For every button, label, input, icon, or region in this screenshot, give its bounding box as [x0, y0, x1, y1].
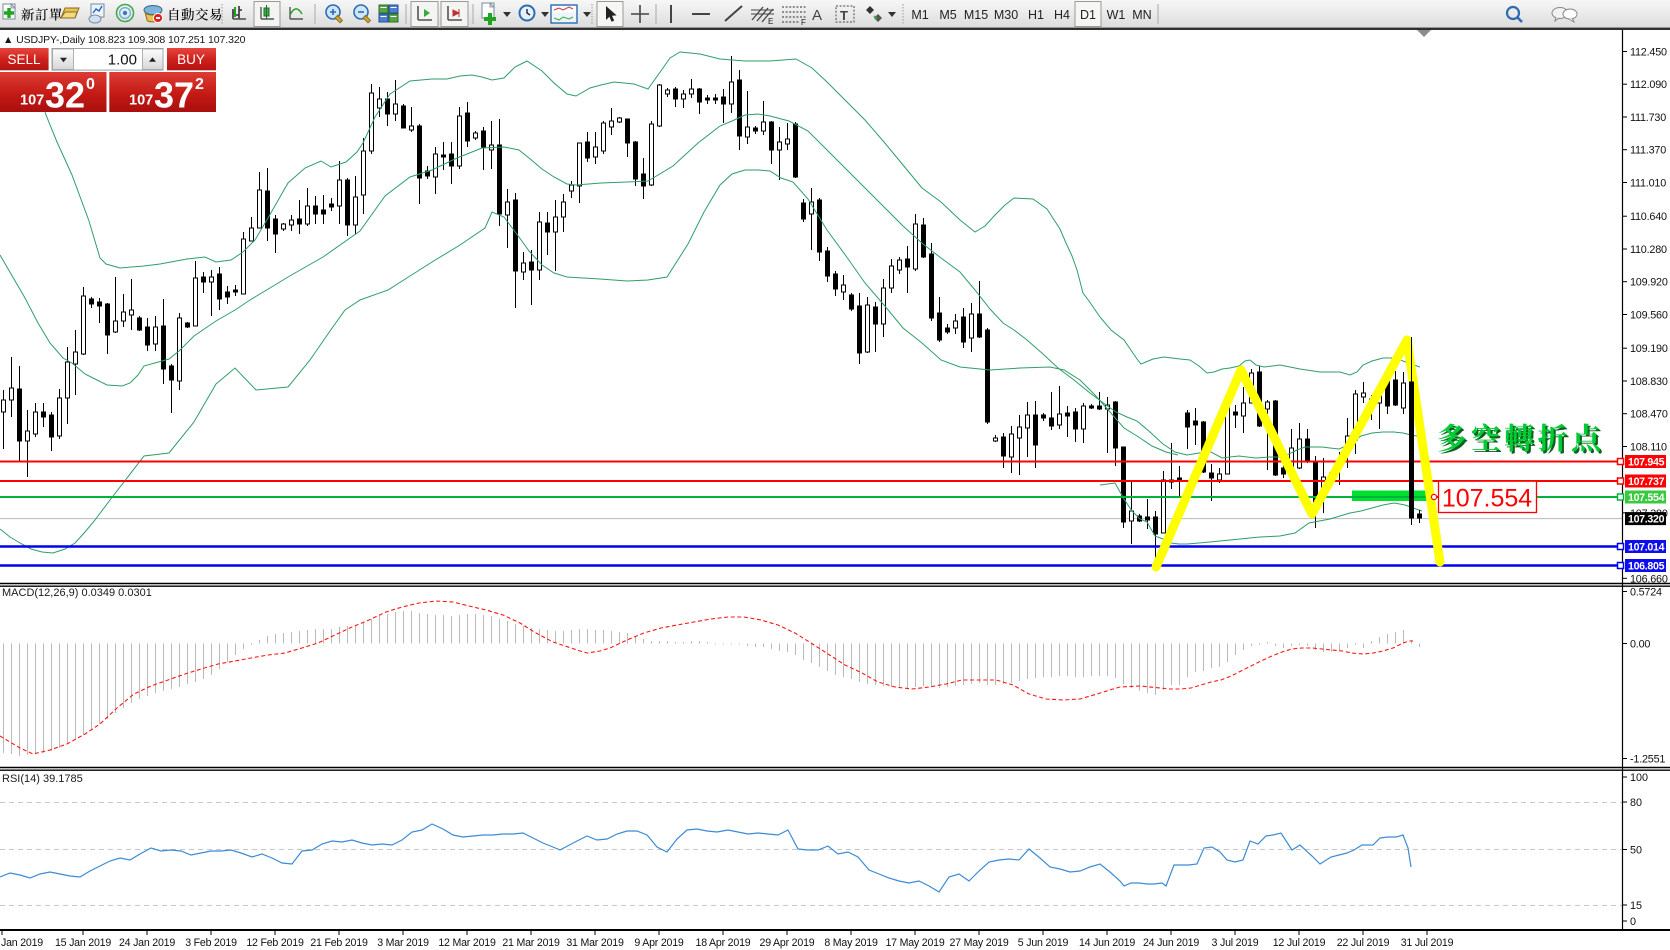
- svg-text:W1: W1: [1107, 8, 1126, 22]
- svg-text:29 Apr 2019: 29 Apr 2019: [760, 937, 815, 949]
- svg-text:F: F: [801, 18, 806, 27]
- svg-text:107.320: 107.320: [1628, 514, 1665, 526]
- svg-text:107.554: 107.554: [1442, 485, 1532, 513]
- svg-text:21 Mar 2019: 21 Mar 2019: [502, 937, 560, 949]
- svg-text:107: 107: [20, 93, 44, 109]
- svg-text:Jan 2019: Jan 2019: [1, 937, 43, 949]
- svg-text:8 May 2019: 8 May 2019: [824, 937, 878, 949]
- svg-text:24 Jan 2019: 24 Jan 2019: [119, 937, 175, 949]
- svg-text:21 Feb 2019: 21 Feb 2019: [310, 937, 368, 949]
- svg-text:12 Feb 2019: 12 Feb 2019: [246, 937, 304, 949]
- svg-text:111.730: 111.730: [1630, 112, 1666, 124]
- svg-text:110.280: 110.280: [1630, 244, 1667, 256]
- svg-text:BUY: BUY: [177, 52, 205, 67]
- svg-text:31 Jul 2019: 31 Jul 2019: [1401, 937, 1454, 949]
- svg-text:3 Jul 2019: 3 Jul 2019: [1212, 937, 1259, 949]
- svg-text:12 Jul 2019: 12 Jul 2019: [1273, 937, 1326, 949]
- svg-text:18 Apr 2019: 18 Apr 2019: [696, 937, 751, 949]
- svg-text:T: T: [840, 8, 848, 23]
- svg-text:0: 0: [1630, 916, 1636, 928]
- svg-text:106.660: 106.660: [1630, 573, 1668, 585]
- svg-text:H4: H4: [1054, 8, 1070, 22]
- svg-text:3 Mar 2019: 3 Mar 2019: [377, 937, 429, 949]
- svg-text:109.190: 109.190: [1630, 343, 1668, 355]
- svg-text:MN: MN: [1132, 8, 1151, 22]
- svg-text:2: 2: [195, 76, 204, 93]
- svg-text:14 Jun 2019: 14 Jun 2019: [1079, 937, 1135, 949]
- svg-text:RSI(14) 39.1785: RSI(14) 39.1785: [2, 773, 83, 785]
- svg-text:A: A: [812, 7, 822, 24]
- svg-text:27 May 2019: 27 May 2019: [949, 937, 1008, 949]
- svg-text:107.737: 107.737: [1628, 476, 1665, 488]
- svg-text:E: E: [768, 17, 773, 26]
- svg-text:107.945: 107.945: [1628, 457, 1665, 469]
- svg-text:M15: M15: [964, 8, 988, 22]
- svg-text:109.920: 109.920: [1630, 277, 1668, 289]
- svg-text:111.010: 111.010: [1630, 178, 1666, 190]
- svg-text:0.5724: 0.5724: [1630, 587, 1662, 599]
- svg-text:107: 107: [129, 93, 153, 109]
- svg-text:1.00: 1.00: [108, 52, 137, 69]
- svg-text:107.014: 107.014: [1628, 542, 1665, 554]
- svg-text:112.090: 112.090: [1630, 79, 1667, 91]
- svg-text:-1.2551: -1.2551: [1630, 754, 1665, 766]
- svg-text:111.370: 111.370: [1630, 145, 1666, 157]
- svg-text:9 Apr 2019: 9 Apr 2019: [634, 937, 684, 949]
- svg-text:M5: M5: [939, 8, 956, 22]
- svg-text:50: 50: [1630, 845, 1642, 857]
- svg-text:80: 80: [1630, 797, 1642, 809]
- svg-text:32: 32: [45, 75, 85, 113]
- svg-text:24 Jun 2019: 24 Jun 2019: [1143, 937, 1199, 949]
- svg-text:37: 37: [154, 75, 194, 113]
- svg-text:106.805: 106.805: [1628, 561, 1665, 573]
- svg-text:0.00: 0.00: [1630, 639, 1650, 651]
- svg-text:108.830: 108.830: [1630, 376, 1668, 388]
- svg-text:107.554: 107.554: [1628, 492, 1665, 504]
- svg-text:31 Mar 2019: 31 Mar 2019: [566, 937, 624, 949]
- svg-text:SELL: SELL: [7, 52, 41, 67]
- svg-text:109.560: 109.560: [1630, 310, 1668, 322]
- svg-text:M30: M30: [994, 8, 1018, 22]
- svg-text:H1: H1: [1028, 8, 1044, 22]
- svg-text:112.450: 112.450: [1630, 47, 1667, 59]
- svg-text:108.470: 108.470: [1630, 409, 1668, 421]
- svg-text:110.640: 110.640: [1630, 211, 1667, 223]
- svg-text:17 May 2019: 17 May 2019: [885, 937, 944, 949]
- svg-text:3 Feb 2019: 3 Feb 2019: [185, 937, 237, 949]
- svg-text:5 Jun 2019: 5 Jun 2019: [1018, 937, 1069, 949]
- svg-text:M1: M1: [911, 8, 928, 22]
- svg-text:MACD(12,26,9) 0.0349 0.0301: MACD(12,26,9) 0.0349 0.0301: [2, 587, 152, 599]
- svg-text:15 Jan 2019: 15 Jan 2019: [55, 937, 111, 949]
- svg-text:15: 15: [1630, 900, 1642, 912]
- svg-text:22 Jul 2019: 22 Jul 2019: [1337, 937, 1390, 949]
- svg-text:12 Mar 2019: 12 Mar 2019: [438, 937, 496, 949]
- svg-text:0: 0: [86, 76, 95, 93]
- svg-text:D1: D1: [1080, 8, 1096, 22]
- svg-text:108.110: 108.110: [1630, 442, 1667, 454]
- svg-text:100: 100: [1630, 772, 1648, 784]
